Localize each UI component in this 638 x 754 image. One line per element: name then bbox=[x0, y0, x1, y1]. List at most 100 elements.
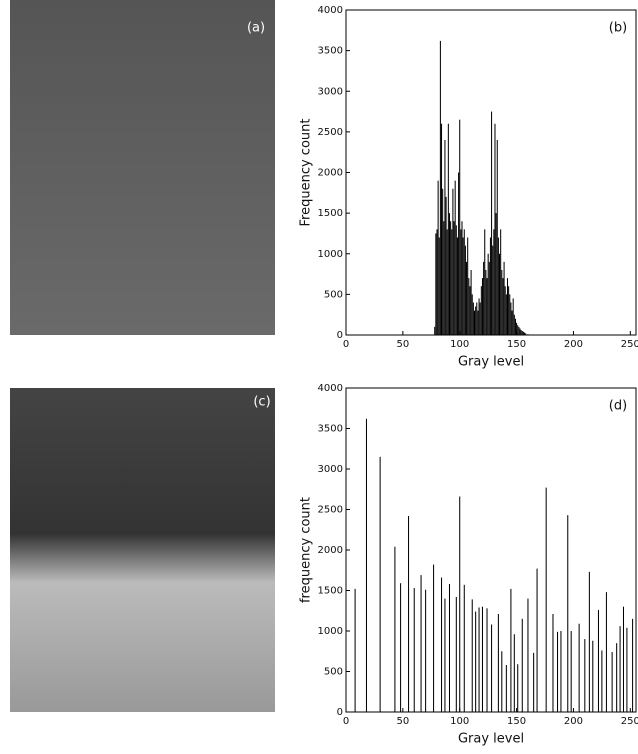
y-tick-label: 2500 bbox=[318, 505, 343, 516]
y-tick-label: 2000 bbox=[318, 545, 343, 556]
bar bbox=[500, 229, 502, 335]
bar bbox=[514, 318, 516, 335]
x-tick-label: 50 bbox=[396, 339, 409, 350]
bar bbox=[456, 237, 458, 335]
bar bbox=[492, 245, 494, 335]
bar bbox=[632, 618, 634, 712]
bar bbox=[533, 652, 535, 712]
bar bbox=[567, 515, 569, 712]
bar bbox=[511, 310, 513, 335]
bar bbox=[448, 584, 451, 712]
panel-label: (d) bbox=[609, 399, 627, 414]
y-tick-label: 3000 bbox=[318, 86, 343, 97]
bar bbox=[510, 302, 512, 335]
bar bbox=[588, 571, 590, 712]
bar bbox=[505, 665, 507, 712]
y-tick-label: 3000 bbox=[318, 464, 343, 475]
bar bbox=[469, 286, 471, 335]
bar bbox=[570, 631, 572, 712]
bar bbox=[435, 233, 437, 335]
y-tick-label: 0 bbox=[337, 707, 343, 718]
y-axis-label: Frequency count bbox=[299, 119, 314, 227]
bar bbox=[420, 575, 422, 712]
bar bbox=[486, 608, 488, 712]
bar bbox=[522, 331, 524, 335]
bar bbox=[545, 487, 547, 712]
x-tick-label: 100 bbox=[450, 339, 469, 350]
bar bbox=[597, 609, 599, 712]
y-tick-label: 1000 bbox=[318, 626, 343, 637]
bar bbox=[518, 326, 520, 335]
bar bbox=[441, 577, 443, 712]
bar bbox=[475, 611, 477, 712]
bar bbox=[557, 631, 559, 712]
bar bbox=[619, 626, 621, 712]
bar bbox=[592, 640, 594, 712]
x-tick-label: 250 bbox=[621, 339, 638, 350]
bar bbox=[441, 123, 443, 335]
bar bbox=[626, 627, 628, 712]
bar bbox=[472, 302, 474, 335]
bar bbox=[605, 592, 607, 712]
bar bbox=[487, 253, 489, 335]
bar bbox=[448, 213, 451, 335]
bar bbox=[464, 245, 466, 335]
bar bbox=[379, 456, 381, 712]
y-tick-label: 1000 bbox=[318, 249, 343, 260]
bar bbox=[504, 286, 506, 335]
bar bbox=[552, 613, 554, 712]
y-tick-label: 2500 bbox=[318, 127, 343, 138]
x-tick-label: 0 bbox=[343, 716, 349, 727]
bar bbox=[455, 225, 457, 335]
bar bbox=[513, 314, 515, 335]
bar bbox=[442, 188, 444, 335]
bar bbox=[501, 651, 503, 712]
bar bbox=[413, 588, 415, 712]
bar bbox=[460, 229, 462, 335]
bar bbox=[516, 322, 518, 335]
bar bbox=[467, 237, 469, 335]
y-tick-label: 1500 bbox=[318, 586, 343, 597]
bar bbox=[479, 302, 481, 335]
bar bbox=[444, 140, 446, 335]
bar bbox=[519, 328, 521, 335]
bar bbox=[365, 418, 367, 712]
bar bbox=[584, 639, 586, 712]
bar bbox=[463, 229, 465, 335]
x-tick-label: 150 bbox=[507, 716, 526, 727]
bar bbox=[475, 306, 477, 335]
y-tick-label: 4000 bbox=[318, 5, 343, 16]
bar bbox=[502, 278, 504, 335]
bar bbox=[495, 213, 497, 335]
bar bbox=[510, 588, 512, 712]
bar bbox=[451, 229, 453, 335]
bar bbox=[622, 606, 625, 712]
bar bbox=[471, 599, 473, 712]
bar bbox=[466, 261, 468, 335]
bar bbox=[433, 564, 435, 712]
bar bbox=[611, 652, 613, 712]
bar bbox=[443, 221, 445, 335]
y-axis-label: frequency count bbox=[299, 497, 314, 603]
bar bbox=[468, 278, 470, 335]
x-tick-label: 0 bbox=[343, 339, 349, 350]
bar bbox=[496, 140, 498, 335]
x-axis-label: Gray level bbox=[458, 732, 524, 747]
bar bbox=[463, 584, 465, 712]
bar bbox=[521, 618, 523, 712]
bar bbox=[499, 253, 501, 335]
bar bbox=[459, 119, 461, 335]
bar bbox=[536, 568, 538, 712]
bar bbox=[447, 123, 449, 335]
bar bbox=[434, 326, 436, 335]
x-tick-label: 100 bbox=[450, 716, 469, 727]
bar bbox=[494, 123, 496, 335]
y-tick-label: 500 bbox=[324, 667, 343, 678]
bar bbox=[459, 496, 461, 712]
bar bbox=[521, 330, 523, 335]
bar bbox=[458, 172, 460, 335]
bar bbox=[513, 634, 515, 712]
bar bbox=[497, 237, 499, 335]
bar bbox=[486, 278, 488, 335]
bar bbox=[525, 333, 527, 335]
